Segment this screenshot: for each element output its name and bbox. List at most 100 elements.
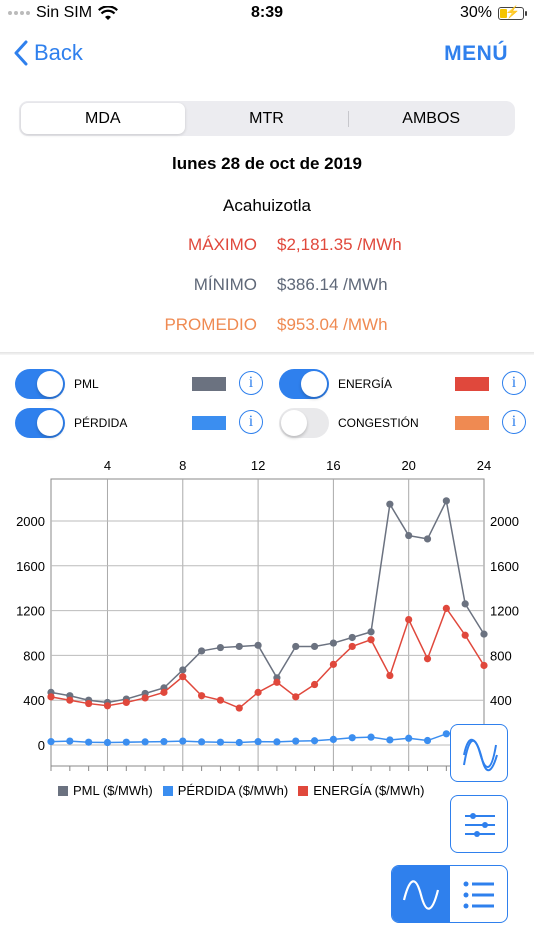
chart-view-button[interactable] bbox=[450, 724, 508, 782]
series-point-0 bbox=[216, 643, 225, 652]
stat-avg-value: $953.04 /MWh bbox=[277, 315, 388, 334]
series-point-0 bbox=[367, 628, 375, 636]
y-tick-label-right: 1200 bbox=[490, 604, 519, 619]
tab-mtr[interactable]: MTR bbox=[249, 110, 284, 127]
series-point-2 bbox=[480, 661, 488, 670]
x-tick-label: 8 bbox=[179, 458, 186, 473]
pml-color-swatch bbox=[192, 377, 226, 391]
status-bar: Sin SIM 8:39 30% ⚡ bbox=[0, 0, 534, 28]
battery-percent: 30% bbox=[459, 4, 492, 21]
series-point-2 bbox=[292, 693, 300, 701]
stat-min-value: $386.14 /MWh bbox=[277, 275, 388, 294]
series-point-1 bbox=[47, 738, 55, 746]
perdida-color-swatch bbox=[192, 416, 226, 430]
toggle-energia[interactable] bbox=[279, 369, 329, 399]
toggle-pml-label: PML bbox=[74, 377, 99, 391]
back-label: Back bbox=[34, 40, 83, 65]
series-point-2 bbox=[386, 671, 394, 680]
series-point-2 bbox=[160, 688, 168, 696]
series-point-1 bbox=[254, 738, 262, 746]
status-right: 30% ⚡ bbox=[459, 4, 527, 22]
wave-icon bbox=[402, 880, 440, 910]
series-point-0 bbox=[405, 531, 413, 540]
series-point-1 bbox=[179, 737, 187, 745]
filters-button[interactable] bbox=[450, 795, 508, 853]
battery-icon: ⚡ bbox=[498, 5, 527, 20]
congestion-color-swatch bbox=[455, 416, 489, 430]
perdida-info-icon[interactable]: i bbox=[239, 410, 263, 434]
toggle-perdida-label: PÉRDIDA bbox=[74, 416, 128, 430]
y-tick-label-left: 1600 bbox=[16, 559, 45, 574]
toggle-pml[interactable] bbox=[15, 369, 65, 399]
congestion-info-icon[interactable]: i bbox=[502, 410, 526, 434]
series-point-1 bbox=[198, 738, 206, 746]
y-tick-label-left: 400 bbox=[23, 693, 45, 708]
series-point-0 bbox=[348, 633, 356, 642]
series-point-0 bbox=[310, 642, 319, 651]
y-tick-label-right: 1600 bbox=[490, 559, 519, 574]
toggle-perdida[interactable] bbox=[15, 408, 65, 438]
x-tick-label: 24 bbox=[477, 458, 491, 473]
legend-perdida-label: PÉRDIDA ($/MWh) bbox=[177, 783, 289, 798]
series-point-2 bbox=[198, 692, 206, 700]
series-point-1 bbox=[423, 736, 432, 745]
toggle-congestion[interactable] bbox=[279, 408, 329, 438]
series-point-1 bbox=[442, 730, 450, 738]
series-point-1 bbox=[329, 735, 337, 743]
series-point-1 bbox=[273, 738, 281, 746]
y-tick-label-left: 800 bbox=[23, 648, 45, 663]
x-tick-label: 12 bbox=[251, 458, 265, 473]
series-point-1 bbox=[160, 738, 168, 746]
series-point-1 bbox=[367, 733, 375, 741]
carrier-label: Sin SIM bbox=[36, 4, 93, 21]
toggle-congestion-label: CONGESTIÓN bbox=[338, 416, 419, 430]
y-tick-label-left: 0 bbox=[38, 738, 45, 753]
y-tick-label-right: 2000 bbox=[490, 514, 519, 529]
series-point-2 bbox=[442, 604, 450, 612]
x-tick-label: 20 bbox=[401, 458, 415, 473]
legend-energia: ENERGÍA ($/MWh) bbox=[298, 783, 424, 798]
signal-dots-icon bbox=[8, 11, 30, 15]
series-point-1 bbox=[85, 738, 93, 746]
series-point-1 bbox=[348, 734, 356, 742]
back-button[interactable]: Back bbox=[14, 40, 83, 66]
series-line-1 bbox=[50, 730, 485, 744]
series-point-0 bbox=[442, 497, 450, 505]
series-point-2 bbox=[405, 615, 413, 624]
list-icon bbox=[463, 881, 494, 909]
tab-ambos[interactable]: AMBOS bbox=[402, 110, 461, 127]
series-point-0 bbox=[423, 535, 432, 543]
legend-pml-label: PML ($/MWh) bbox=[73, 783, 153, 798]
series-point-0 bbox=[235, 642, 243, 651]
y-tick-label-right: 800 bbox=[490, 648, 512, 663]
energia-color-swatch bbox=[455, 377, 489, 391]
tab-mda[interactable]: MDA bbox=[21, 103, 185, 134]
series-point-0 bbox=[461, 600, 469, 608]
series-point-2 bbox=[423, 655, 432, 663]
list-mode-button[interactable] bbox=[450, 866, 507, 922]
series-line-2 bbox=[50, 606, 485, 709]
y-tick-label-right: 400 bbox=[490, 693, 512, 708]
series-point-2 bbox=[66, 696, 74, 704]
series-point-2 bbox=[367, 636, 375, 644]
series-point-2 bbox=[329, 660, 337, 668]
energia-info-icon[interactable]: i bbox=[502, 371, 526, 395]
series-point-0 bbox=[386, 500, 394, 508]
series-point-1 bbox=[310, 737, 319, 745]
series-point-2 bbox=[254, 688, 262, 696]
wifi-icon bbox=[98, 5, 118, 20]
stat-max-label: MÁXIMO bbox=[188, 235, 257, 254]
series-point-2 bbox=[141, 694, 149, 702]
series-point-2 bbox=[461, 631, 469, 639]
market-segmented-control: MDA MTR AMBOS bbox=[19, 101, 515, 136]
status-left: Sin SIM bbox=[8, 4, 118, 22]
section-divider bbox=[0, 352, 534, 355]
pml-info-icon[interactable]: i bbox=[239, 371, 263, 395]
y-tick-label-left: 2000 bbox=[16, 514, 45, 529]
wave-mode-button[interactable] bbox=[392, 866, 450, 922]
chart-legend: PML ($/MWh) PÉRDIDA ($/MWh) ENERGÍA ($/M… bbox=[58, 783, 424, 798]
menu-button[interactable]: MENÚ bbox=[444, 42, 508, 65]
series-point-1 bbox=[103, 738, 112, 747]
y-tick-label-left: 1200 bbox=[16, 604, 45, 619]
series-point-1 bbox=[122, 738, 130, 746]
